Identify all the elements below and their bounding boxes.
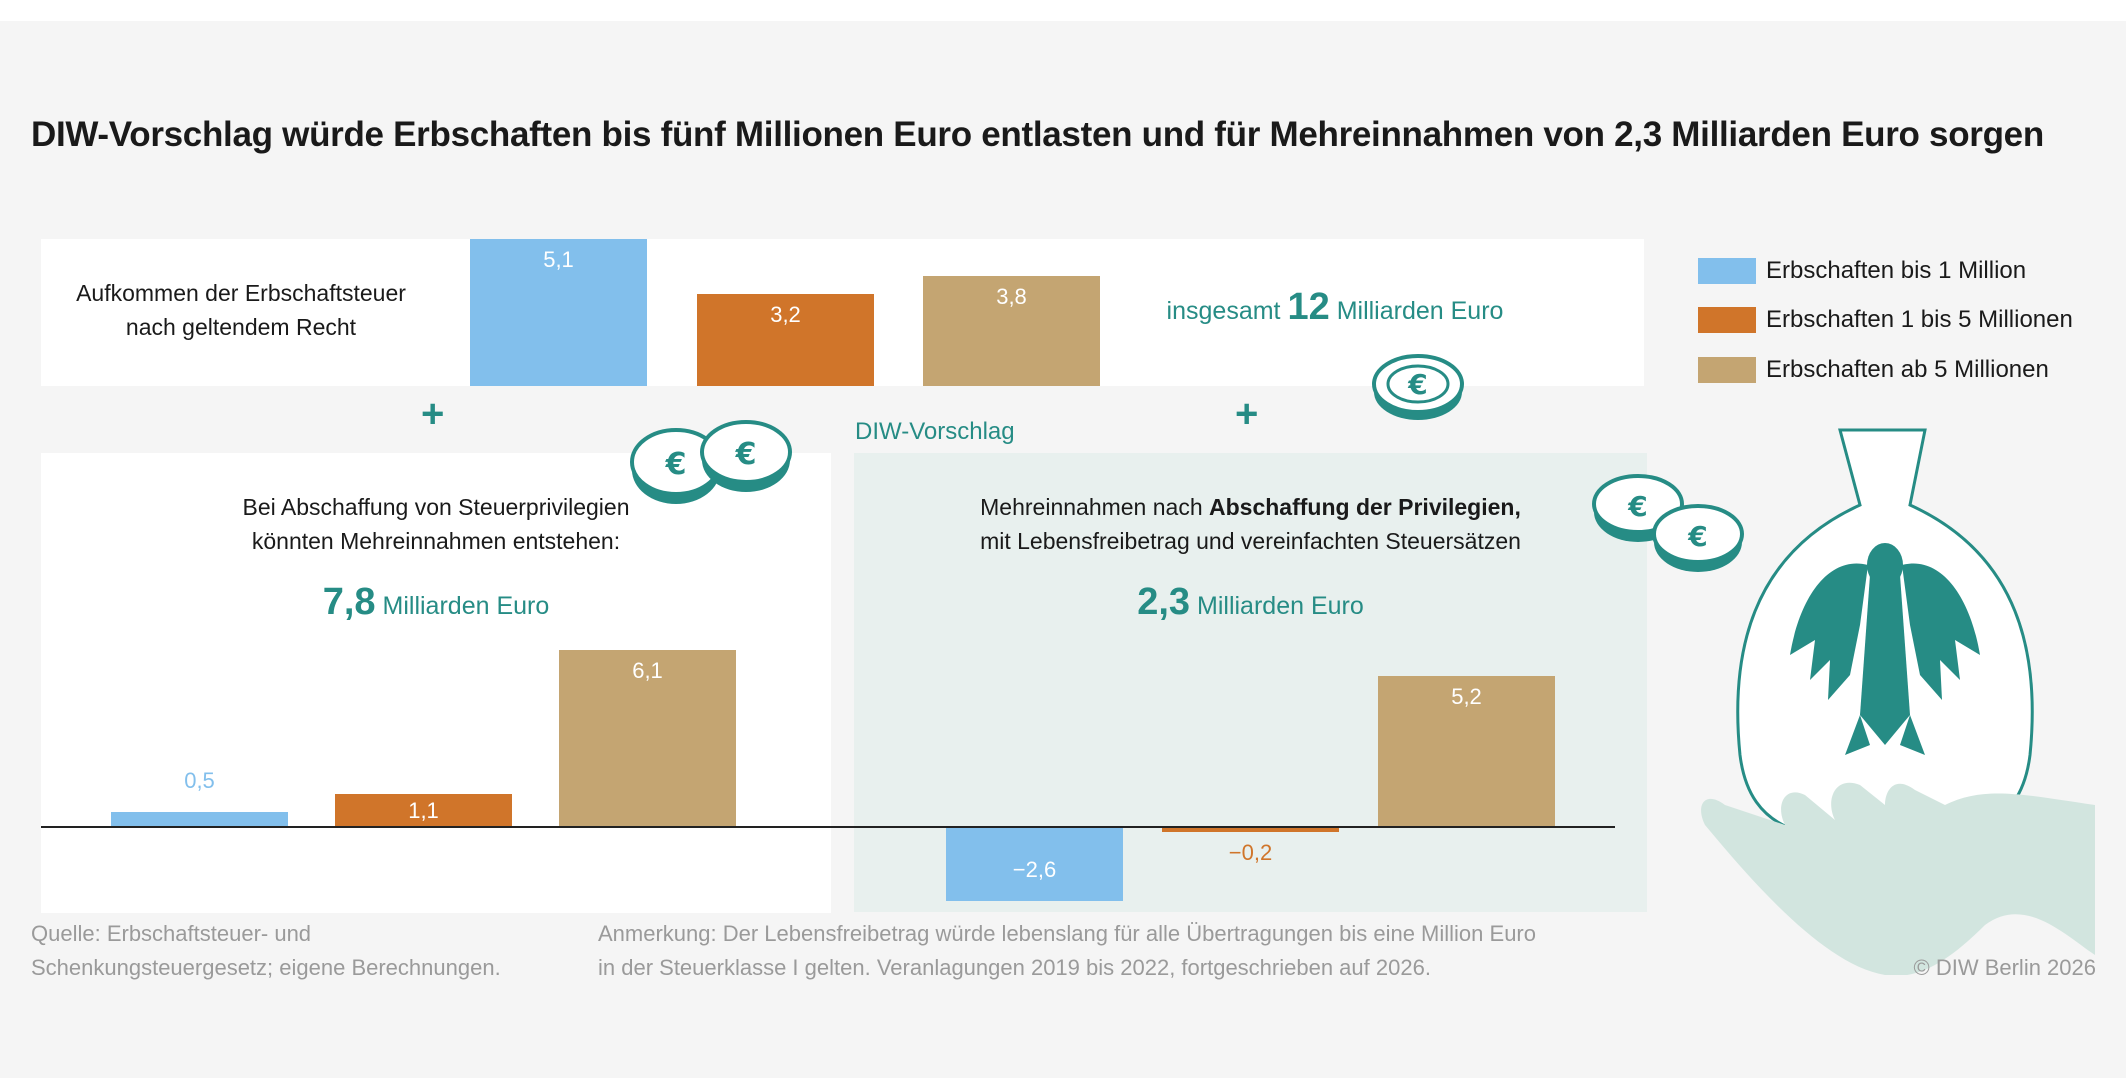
open-hand-icon [1701,782,2095,975]
bar-value-label: 5,1 [543,246,574,272]
source-note: Quelle: Erbschaftsteuer- und Schenkungst… [31,917,501,985]
legend-swatch [1698,307,1756,333]
privileges-total: 7,8 Milliarden Euro [41,583,831,623]
bar-value-label: 5,2 [1451,683,1482,709]
privileges-total-unit: Milliarden Euro [382,592,550,620]
note-line2: in der Steuerklasse I gelten. Veranlagun… [598,955,1431,980]
bar-0-2 [923,276,1100,386]
euro-coin-icon: € [1372,354,1464,420]
copyright: © DIW Berlin 2026 [1913,955,2097,980]
euro-coins-icon: € € [1592,474,1744,572]
current-law-label: Aufkommen der Erbschaftsteuer nach gelte… [41,276,441,344]
bar-value-label: 3,8 [996,284,1027,310]
bar-value-label: −0,2 [1228,839,1273,865]
source-line2: Schenkungsteuergesetz; eigene Berechnung… [31,955,501,980]
bar-2-0 [946,826,1123,902]
plus-sign-left: + [421,392,445,436]
svg-text:€: € [1407,368,1427,401]
top-band [0,0,2126,21]
legend-swatch [1698,357,1756,383]
current-law-label-line1: Aufkommen der Erbschaftsteuer [76,280,406,306]
svg-text:€: € [1687,520,1707,553]
total-value: 12 [1287,286,1330,328]
bar-value-label: 0,5 [184,767,215,793]
bar-1-2 [559,649,736,826]
legend-label: Erbschaften ab 5 Millionen [1766,356,2049,383]
diw-heading-line1: Mehreinnahmen nach [980,494,1210,520]
diw-heading: Mehreinnahmen nach Abschaffung der Privi… [854,490,1647,558]
diw-heading-line2: mit Lebensfreibetrag und vereinfachten S… [980,528,1521,554]
legend-label: Erbschaften 1 bis 5 Millionen [1766,306,2073,333]
privileges-heading-line2: könnten Mehreinnahmen entstehen: [251,528,621,554]
chart-title: DIW-Vorschlag würde Erbschaften bis fünf… [31,115,2044,154]
bar-0-1 [697,293,874,386]
money-bag-eagle-icon [1736,428,2034,842]
svg-text:€: € [735,437,757,472]
total-prefix: insgesamt [1166,297,1281,325]
legend-label: Erbschaften bis 1 Million [1766,257,2027,284]
diw-total-value: 2,3 [1137,581,1191,623]
current-law-label-line2: nach geltendem Recht [125,314,357,340]
bar-2-1 [1162,826,1339,832]
bar-2-2 [1378,675,1555,826]
bar-value-label: 1,1 [408,798,439,824]
legend-item-ab-5: Erbschaften ab 5 Millionen [1698,356,2049,383]
euro-coins-icon: € € [630,420,792,504]
bar-value-label: −2,6 [1012,857,1057,883]
bar-1-1 [335,794,512,826]
total-revenue: insgesamt 12 Milliarden Euro [1150,288,1520,328]
diw-total: 2,3 Milliarden Euro [854,583,1647,623]
diw-total-unit: Milliarden Euro [1197,592,1364,620]
diw-heading-line1-bold: Abschaffung der Privilegien, [1209,494,1521,520]
legend-item-bis-1: Erbschaften bis 1 Million [1698,257,2027,284]
note-line1: Anmerkung: Der Lebensfreibetrag würde le… [598,921,1536,946]
bar-value-label: 6,1 [632,657,663,683]
bar-0-0 [470,238,647,386]
plus-sign-right: + [1235,392,1259,436]
legend-item-1-bis-5: Erbschaften 1 bis 5 Millionen [1698,306,2073,333]
zero-baseline [41,826,1615,828]
total-suffix: Milliarden Euro [1336,297,1504,325]
privileges-total-value: 7,8 [322,581,376,623]
privileges-heading-line1: Bei Abschaffung von Steuerprivilegien [242,494,630,520]
source-line1: Quelle: Erbschaftsteuer- und [31,921,312,946]
svg-text:€: € [1627,490,1647,523]
diw-proposal-label: DIW-Vorschlag [855,418,1015,445]
legend-swatch [1698,258,1756,284]
privileges-heading: Bei Abschaffung von Steuerprivilegien kö… [41,490,831,558]
annotation-note: Anmerkung: Der Lebensfreibetrag würde le… [598,917,1536,985]
bar-1-0 [111,811,288,826]
bar-value-label: 3,2 [770,301,801,327]
svg-text:€: € [665,447,687,482]
